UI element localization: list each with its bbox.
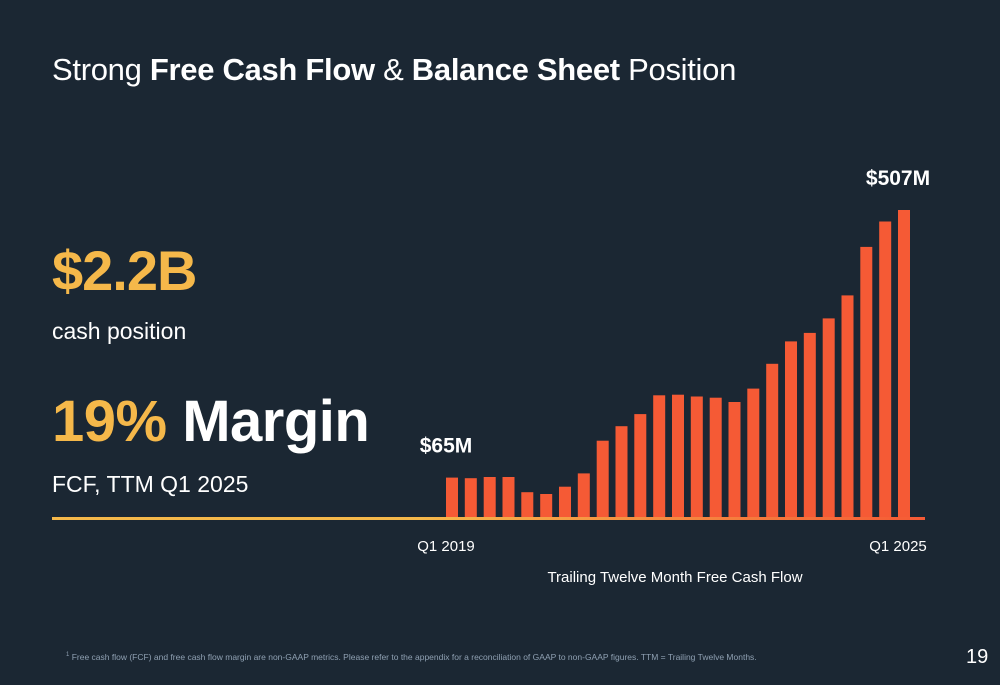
data-label: $507M <box>866 167 930 190</box>
x-tick-label: Q1 2025 <box>869 538 927 555</box>
bar-5 <box>540 494 553 517</box>
bar-0 <box>446 477 458 517</box>
bar-4 <box>521 492 534 517</box>
fcf-margin-headline: 19% Margin <box>52 388 370 455</box>
chart-baseline <box>52 517 925 520</box>
bar-7 <box>577 473 590 517</box>
bar-14 <box>709 397 722 517</box>
x-tick-label: Q1 2019 <box>417 538 475 555</box>
bar-15 <box>728 402 741 517</box>
bar-12 <box>672 394 684 517</box>
bar-19 <box>803 332 816 517</box>
bar-17 <box>766 363 779 517</box>
page-number: 19 <box>966 646 989 668</box>
cash-position-value: $2.2B <box>52 239 197 302</box>
bar-10 <box>634 414 647 517</box>
fcf-margin-word: Margin <box>182 389 370 454</box>
x-tick-labels: Q1 2019 Q1 2025 <box>417 538 927 555</box>
bar-3 <box>502 477 515 517</box>
data-label: $65M <box>420 435 473 458</box>
bar-22 <box>860 246 873 517</box>
fcf-margin-label: FCF, TTM Q1 2025 <box>52 471 249 497</box>
footnote: 1 Free cash flow (FCF) and free cash flo… <box>66 652 757 662</box>
bar-18 <box>785 341 797 517</box>
bar-21 <box>841 295 854 517</box>
bar-23 <box>879 221 892 517</box>
bar-6 <box>559 486 571 517</box>
bar-20 <box>822 318 835 517</box>
fcf-margin-value: 19% <box>52 389 167 454</box>
x-axis-label: Trailing Twelve Month Free Cash Flow <box>547 569 802 586</box>
footnote-text: Free cash flow (FCF) and free cash flow … <box>71 652 757 662</box>
bar-8 <box>596 440 609 517</box>
bar-24 <box>898 210 910 517</box>
bar-2 <box>483 477 496 517</box>
cash-position-label: cash position <box>52 318 187 344</box>
bar-1 <box>464 478 477 517</box>
bar-11 <box>653 395 666 517</box>
bar-16 <box>747 388 760 517</box>
bar-13 <box>690 396 703 517</box>
footnote-marker: 1 <box>66 652 70 659</box>
chart-bars <box>446 210 910 517</box>
slide-title: Strong Free Cash Flow & Balance Sheet Po… <box>52 52 737 87</box>
data-labels: $65M $507M <box>420 167 930 458</box>
bar-9 <box>615 426 628 517</box>
